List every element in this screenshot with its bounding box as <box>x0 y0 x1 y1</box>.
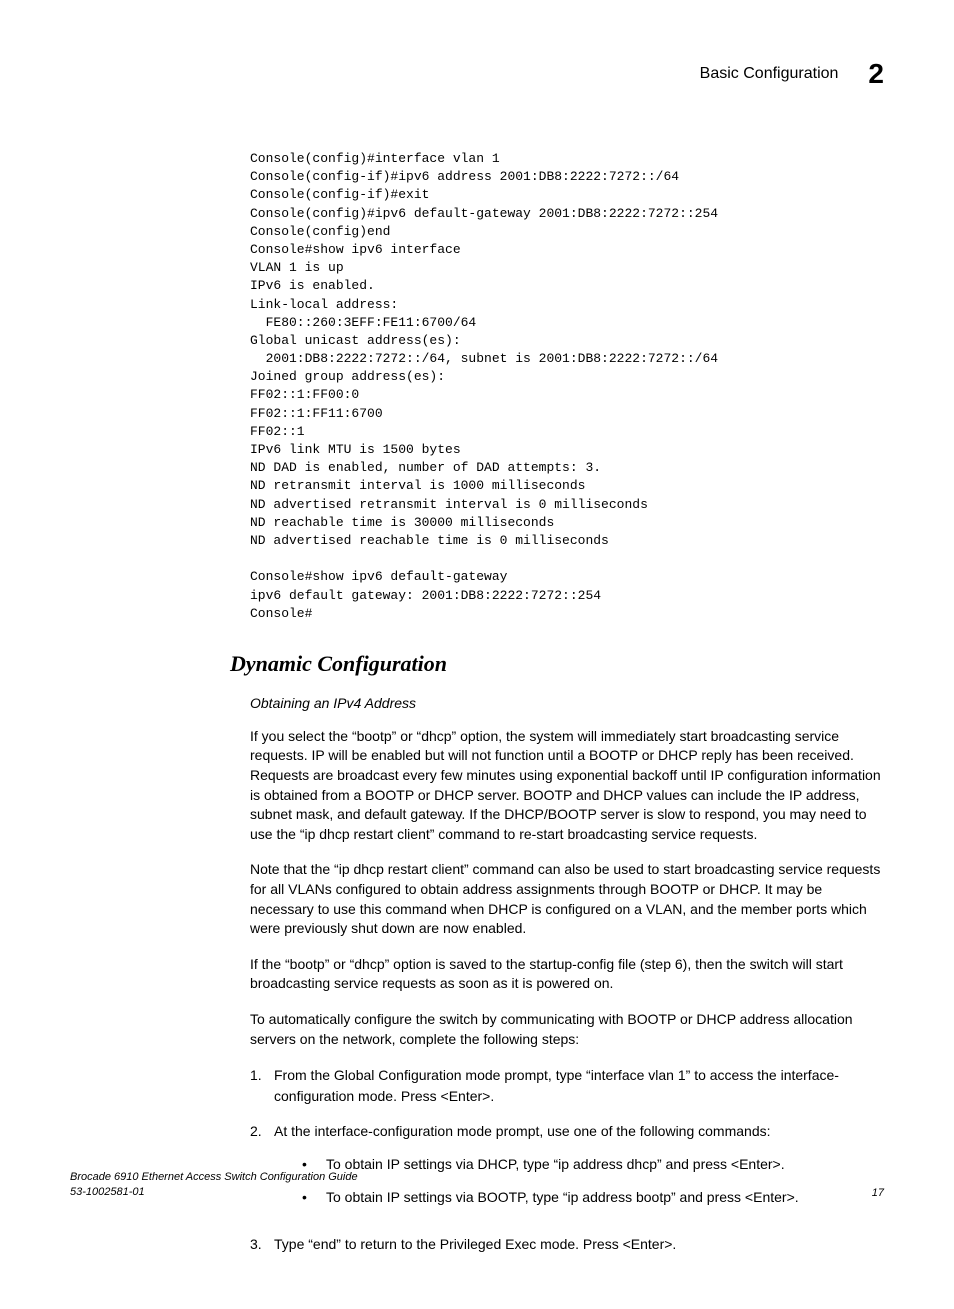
paragraph-1: If you select the “bootp” or “dhcp” opti… <box>250 727 884 845</box>
section-heading: Dynamic Configuration <box>230 651 884 677</box>
list-item: 1. From the Global Configuration mode pr… <box>250 1065 884 1107</box>
list-number: 3. <box>250 1234 274 1255</box>
footer-page-number: 17 <box>872 1187 884 1199</box>
list-content: From the Global Configuration mode promp… <box>274 1065 884 1107</box>
paragraph-4: To automatically configure the switch by… <box>250 1010 884 1049</box>
numbered-list: 1. From the Global Configuration mode pr… <box>250 1065 884 1255</box>
step-text: At the interface-configuration mode prom… <box>274 1123 771 1139</box>
footer-doc-title: Brocade 6910 Ethernet Access Switch Conf… <box>70 1170 358 1184</box>
page-footer: Brocade 6910 Ethernet Access Switch Conf… <box>70 1170 884 1199</box>
list-item: 3. Type “end” to return to the Privilege… <box>250 1234 884 1255</box>
footer-doc-id: 53-1002581-01 <box>70 1185 358 1199</box>
chapter-number: 2 <box>868 58 884 90</box>
page-header: Basic Configuration 2 <box>70 58 884 90</box>
list-content: Type “end” to return to the Privileged E… <box>274 1234 884 1255</box>
code-block: Console(config)#interface vlan 1 Console… <box>250 150 884 623</box>
footer-left: Brocade 6910 Ethernet Access Switch Conf… <box>70 1170 358 1199</box>
header-title: Basic Configuration <box>700 65 839 83</box>
paragraph-2: Note that the “ip dhcp restart client” c… <box>250 860 884 938</box>
paragraph-3: If the “bootp” or “dhcp” option is saved… <box>250 955 884 994</box>
list-number: 1. <box>250 1065 274 1107</box>
subheading: Obtaining an IPv4 Address <box>250 695 884 711</box>
